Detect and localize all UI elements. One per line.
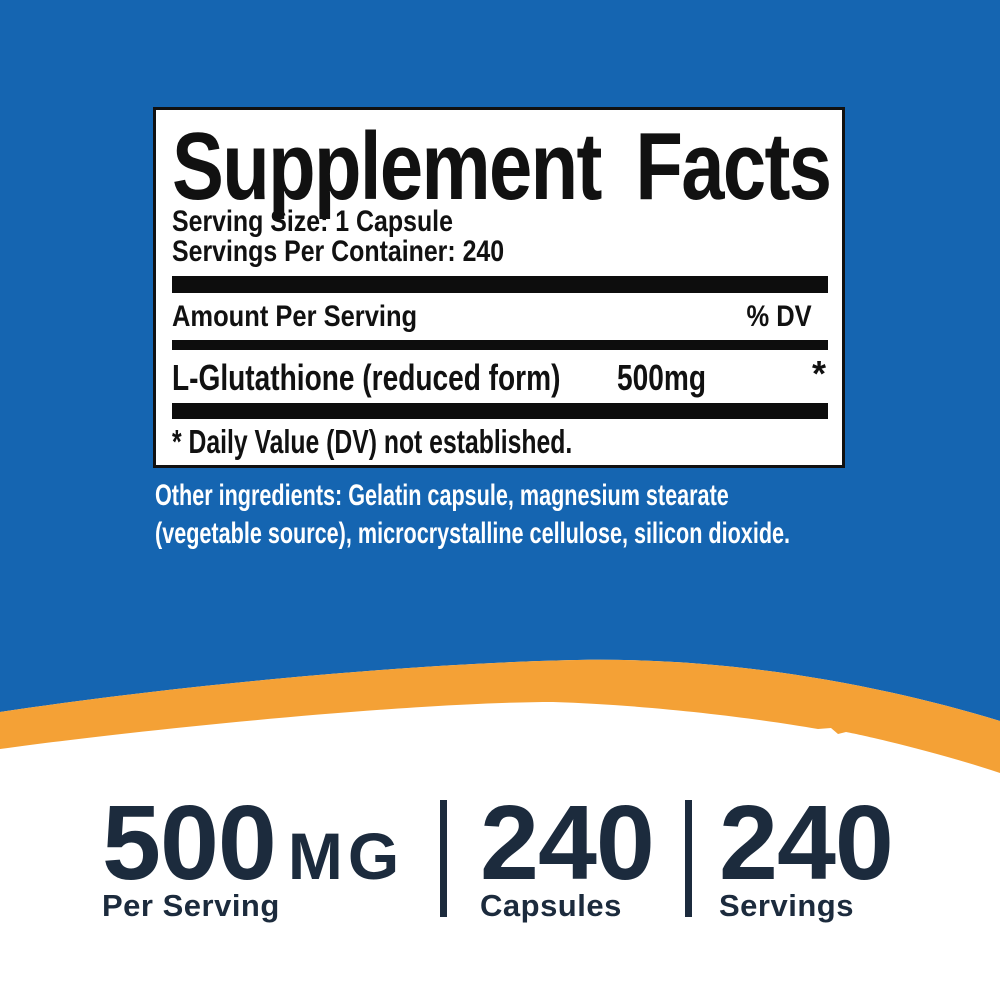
ingredient-amount: 500mg xyxy=(617,357,706,398)
capsule-count-value: 240 xyxy=(480,784,655,902)
amount-per-serving-header: Amount Per Serving xyxy=(172,300,418,333)
stat-per-serving-value: 500 MG xyxy=(102,790,404,909)
percent-dv-header: % DV xyxy=(746,300,812,333)
ingredient-name: L-Glutathione (reduced form) xyxy=(172,357,561,398)
dosage-unit: MG xyxy=(287,819,405,893)
other-ingredients-text: Other ingredients: Gelatin capsule, magn… xyxy=(155,477,790,553)
stat-per-serving-label: Per Serving xyxy=(102,888,280,923)
stat-divider xyxy=(685,800,692,917)
daily-value-footnote: * Daily Value (DV) not established. xyxy=(172,423,573,460)
dosage-value: 500 xyxy=(102,784,277,902)
divider-bar-thick-bottom xyxy=(172,403,828,419)
serving-size-text: Serving Size: 1 Capsule xyxy=(172,205,453,238)
panel-title: Supplement Facts xyxy=(172,113,832,220)
other-ingredients-line-1: Other ingredients: Gelatin capsule, magn… xyxy=(155,479,729,512)
stat-capsules-label: Capsules xyxy=(480,888,622,923)
divider-bar-thick-top xyxy=(172,276,828,293)
orange-wave-shape xyxy=(0,659,1000,773)
divider-bar-mid xyxy=(172,340,828,350)
ingredient-dv-asterisk: * xyxy=(811,353,826,394)
serving-count-value: 240 xyxy=(719,784,894,902)
stat-servings-label: Servings xyxy=(719,888,854,923)
stat-per-serving: 500 MG Per Serving xyxy=(102,790,404,923)
stat-capsules: 240 Capsules xyxy=(480,784,655,923)
other-ingredients-line-2: (vegetable source), microcrystalline cel… xyxy=(155,517,791,550)
stat-servings: 240 Servings xyxy=(719,784,894,923)
supplement-facts-panel: Supplement Facts Serving Size: 1 Capsule… xyxy=(153,107,845,468)
servings-per-container-text: Servings Per Container: 240 xyxy=(172,235,505,268)
stat-divider xyxy=(440,800,447,917)
